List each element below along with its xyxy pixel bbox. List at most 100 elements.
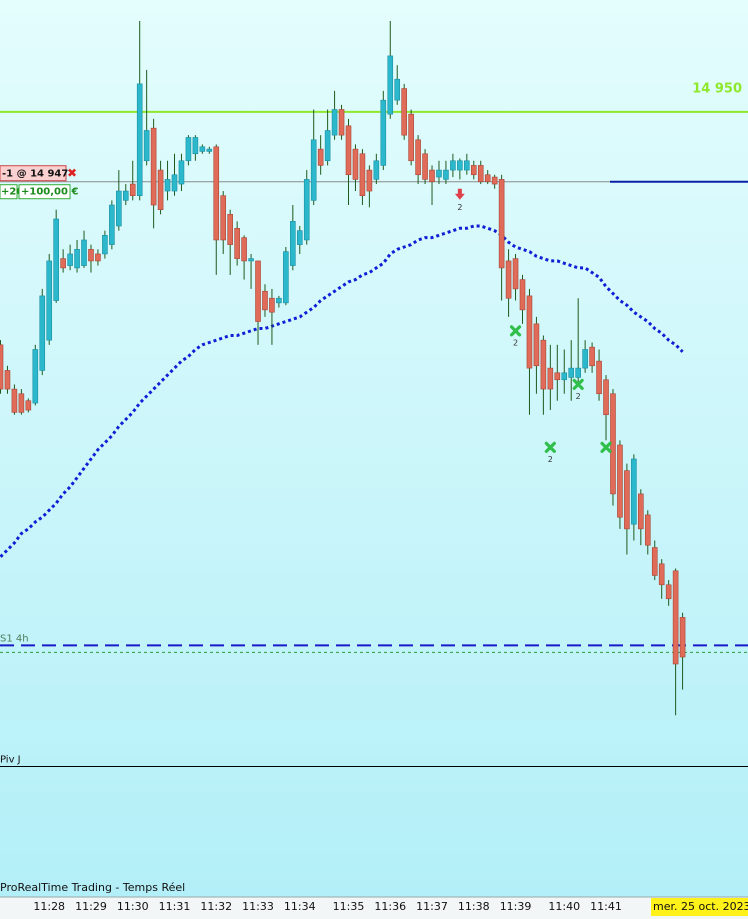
candle-body [95, 253, 101, 262]
candle-body [53, 218, 59, 301]
candle-body [547, 367, 554, 390]
signal-label: 2 [457, 203, 462, 212]
candle-body [199, 146, 206, 152]
sell-signal [454, 188, 465, 200]
candle-body [157, 169, 164, 210]
candle-body [171, 174, 178, 192]
x-tick-label: 11:33 [242, 900, 274, 913]
buy-signal [572, 378, 584, 391]
candle-body [290, 221, 296, 266]
candle-body [262, 290, 268, 311]
signals: 2 2 2 2 [454, 188, 612, 464]
candle-body [248, 258, 254, 262]
candle-body [164, 179, 171, 192]
candle-body [672, 570, 679, 665]
candle-body [568, 367, 575, 378]
order-close-icon[interactable]: ✖ [67, 166, 77, 180]
signal-label: 2 [513, 338, 518, 347]
candles [0, 20, 686, 716]
candle-body [39, 295, 46, 371]
candle-body [136, 83, 143, 197]
candle-body [255, 260, 261, 322]
level-label: 14 950 [692, 81, 742, 96]
candle-body [185, 137, 192, 162]
level-label: Piv J [0, 755, 21, 766]
candle-body [575, 367, 581, 378]
candle-body [380, 99, 387, 166]
candle-body [533, 323, 540, 367]
labels: 14 950 S1 4h Piv J -1 @ 14 947✖ +20+100,00 €… [0, 81, 742, 913]
pnl-points-box [0, 184, 18, 200]
candle-body [366, 169, 373, 192]
candle-body [658, 563, 665, 586]
candle-body [324, 130, 331, 162]
candle-body [526, 295, 533, 369]
levels [0, 110, 748, 768]
candle-body [116, 190, 122, 227]
candle-body [67, 253, 73, 266]
x-tick-label: 11:34 [284, 900, 316, 913]
candle-body [206, 148, 213, 152]
candle-body [81, 239, 87, 266]
x-tick-label: 11:28 [33, 900, 65, 913]
candle-body [638, 493, 644, 530]
candle-body [387, 55, 394, 115]
candle-body [192, 137, 199, 155]
ma-line [0, 224, 684, 558]
candle-body [338, 109, 345, 136]
candle-body [227, 214, 233, 245]
candle-body [617, 444, 623, 518]
x-tick-label: 11:39 [500, 900, 532, 913]
candle-body [561, 372, 568, 381]
level-label: S1 4h [0, 633, 29, 644]
candle-body [415, 139, 421, 176]
candle-body [491, 176, 498, 185]
x-tick-label: 11:40 [548, 900, 580, 913]
buy-signal [509, 325, 522, 337]
candle-body [519, 279, 526, 311]
x-axis-strip [0, 897, 748, 919]
candle-body [498, 179, 505, 269]
x-tick-label: 11:29 [75, 900, 107, 913]
date-label: mer. 25 oct. 2023, 1 [653, 900, 748, 913]
candle-body [373, 160, 380, 180]
buy-signal [600, 441, 612, 453]
candle-body [4, 370, 11, 390]
candle-body [401, 88, 407, 136]
candle-body [122, 190, 129, 201]
candle-body [317, 148, 324, 166]
candle-body [60, 258, 66, 269]
signal-label: 2 [548, 455, 553, 464]
candle-body [665, 584, 672, 600]
buy-signal [544, 441, 556, 453]
candle-body [220, 195, 227, 241]
candle-body [443, 169, 449, 180]
candle-body [596, 360, 602, 395]
x-tick-label: 11:37 [416, 900, 448, 913]
candle-body [450, 160, 456, 171]
candle-body [603, 379, 609, 416]
x-tick-label: 11:31 [159, 900, 191, 913]
candle-body [512, 258, 519, 290]
candle-body [624, 470, 630, 530]
candle-body [331, 109, 338, 136]
candle-body [359, 153, 366, 197]
order-label: -1 @ 14 947 [2, 169, 68, 180]
candle-body [631, 458, 637, 525]
candle-body [241, 237, 247, 262]
candle-body [283, 251, 289, 304]
candle-body [470, 165, 477, 176]
candle-body [129, 183, 136, 197]
candle-body [477, 165, 484, 183]
candle-body [436, 169, 442, 178]
candle-body [269, 297, 275, 313]
candle-body [46, 260, 53, 341]
candle-body [102, 235, 108, 255]
candle-body [484, 174, 491, 183]
candle-body [345, 125, 352, 176]
candle-body [18, 393, 25, 413]
candle-body [457, 160, 463, 171]
candle-body [429, 169, 435, 183]
